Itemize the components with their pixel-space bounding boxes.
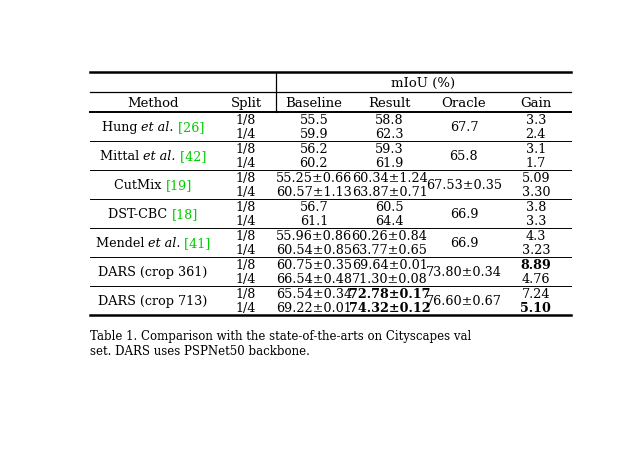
Text: 1/4: 1/4 [236, 215, 257, 228]
Text: 55.25±0.66: 55.25±0.66 [276, 171, 352, 185]
Text: 62.3: 62.3 [375, 128, 404, 141]
Text: 58.8: 58.8 [375, 113, 404, 126]
Text: 3.23: 3.23 [522, 244, 550, 257]
Text: CutMix: CutMix [114, 179, 166, 191]
Text: 66.9: 66.9 [450, 237, 478, 250]
Text: 3.30: 3.30 [522, 186, 550, 199]
Text: 61.9: 61.9 [375, 157, 404, 170]
Text: 65.54±0.34: 65.54±0.34 [276, 287, 352, 300]
Text: 7.24: 7.24 [522, 287, 550, 300]
Text: [41]: [41] [180, 237, 211, 250]
Text: Baseline: Baseline [285, 96, 342, 109]
Text: [42]: [42] [176, 150, 206, 162]
Text: [26]: [26] [174, 121, 204, 134]
Text: et al.: et al. [141, 121, 174, 134]
Text: 60.34±1.24: 60.34±1.24 [351, 171, 428, 185]
Text: 60.5: 60.5 [375, 201, 404, 213]
Text: 1/4: 1/4 [236, 186, 257, 199]
Text: Table 1. Comparison with the state-of-the-arts on Cityscapes val
set. DARS uses : Table 1. Comparison with the state-of-th… [90, 330, 471, 358]
Text: 65.8: 65.8 [449, 150, 478, 162]
Text: 60.75±0.35: 60.75±0.35 [276, 258, 352, 271]
Text: 61.1: 61.1 [300, 215, 328, 228]
Text: 1/8: 1/8 [236, 287, 257, 300]
Text: 4.76: 4.76 [522, 273, 550, 286]
Text: 66.9: 66.9 [450, 207, 478, 221]
Text: 60.57±1.13: 60.57±1.13 [276, 186, 352, 199]
Text: 3.3: 3.3 [525, 215, 546, 228]
Text: 69.22±0.01: 69.22±0.01 [276, 302, 352, 315]
Text: 1/4: 1/4 [236, 128, 257, 141]
Text: 59.9: 59.9 [300, 128, 328, 141]
Text: 56.7: 56.7 [300, 201, 328, 213]
Text: [18]: [18] [172, 207, 198, 221]
Text: 55.96±0.86: 55.96±0.86 [276, 230, 352, 242]
Text: 64.4: 64.4 [375, 215, 404, 228]
Text: 1/8: 1/8 [236, 258, 257, 271]
Text: Hung: Hung [102, 121, 141, 134]
Text: 60.26±0.84: 60.26±0.84 [351, 230, 428, 242]
Text: 2.4: 2.4 [525, 128, 546, 141]
Text: 1/4: 1/4 [236, 273, 257, 286]
Text: 1/8: 1/8 [236, 201, 257, 213]
Text: DST-CBC: DST-CBC [108, 207, 172, 221]
Text: 5.10: 5.10 [520, 302, 551, 315]
Text: 1/8: 1/8 [236, 171, 257, 185]
Text: 3.1: 3.1 [525, 142, 546, 156]
Text: 1/4: 1/4 [236, 302, 257, 315]
Text: 66.54±0.48: 66.54±0.48 [276, 273, 352, 286]
Text: Mittal: Mittal [100, 150, 143, 162]
Text: 73.80±0.34: 73.80±0.34 [426, 266, 502, 279]
Text: 63.77±0.65: 63.77±0.65 [351, 244, 428, 257]
Text: 5.09: 5.09 [522, 171, 550, 185]
Text: 71.30±0.08: 71.30±0.08 [351, 273, 428, 286]
Text: 1/4: 1/4 [236, 157, 257, 170]
Text: 4.3: 4.3 [525, 230, 546, 242]
Text: 72.78±0.17: 72.78±0.17 [349, 287, 430, 300]
Text: 69.64±0.01: 69.64±0.01 [351, 258, 428, 271]
Text: 67.53±0.35: 67.53±0.35 [426, 179, 502, 191]
Text: 56.2: 56.2 [300, 142, 328, 156]
Text: 60.54±0.85: 60.54±0.85 [276, 244, 352, 257]
Text: 74.32±0.12: 74.32±0.12 [349, 302, 430, 315]
Text: Gain: Gain [520, 96, 552, 109]
Text: et al.: et al. [143, 150, 176, 162]
Text: Method: Method [127, 96, 179, 109]
Text: DARS (crop 361): DARS (crop 361) [99, 266, 208, 279]
Text: 76.60±0.67: 76.60±0.67 [426, 295, 502, 308]
Text: Result: Result [368, 96, 411, 109]
Text: 63.87±0.71: 63.87±0.71 [351, 186, 428, 199]
Text: 1/8: 1/8 [236, 142, 257, 156]
Text: 67.7: 67.7 [450, 121, 478, 134]
Text: Oracle: Oracle [442, 96, 486, 109]
Text: 3.3: 3.3 [525, 113, 546, 126]
Text: 1.7: 1.7 [525, 157, 546, 170]
Text: 8.89: 8.89 [520, 258, 551, 271]
Text: 59.3: 59.3 [375, 142, 404, 156]
Text: 1/8: 1/8 [236, 230, 257, 242]
Text: et al.: et al. [148, 237, 180, 250]
Text: Split: Split [230, 96, 262, 109]
Text: 55.5: 55.5 [300, 113, 328, 126]
Text: 60.2: 60.2 [300, 157, 328, 170]
Text: 1/8: 1/8 [236, 113, 257, 126]
Text: Mendel: Mendel [95, 237, 148, 250]
Text: [19]: [19] [166, 179, 192, 191]
Text: mIoU (%): mIoU (%) [392, 77, 456, 90]
Text: 1/4: 1/4 [236, 244, 257, 257]
Text: DARS (crop 713): DARS (crop 713) [99, 295, 208, 308]
Text: 3.8: 3.8 [525, 201, 546, 213]
